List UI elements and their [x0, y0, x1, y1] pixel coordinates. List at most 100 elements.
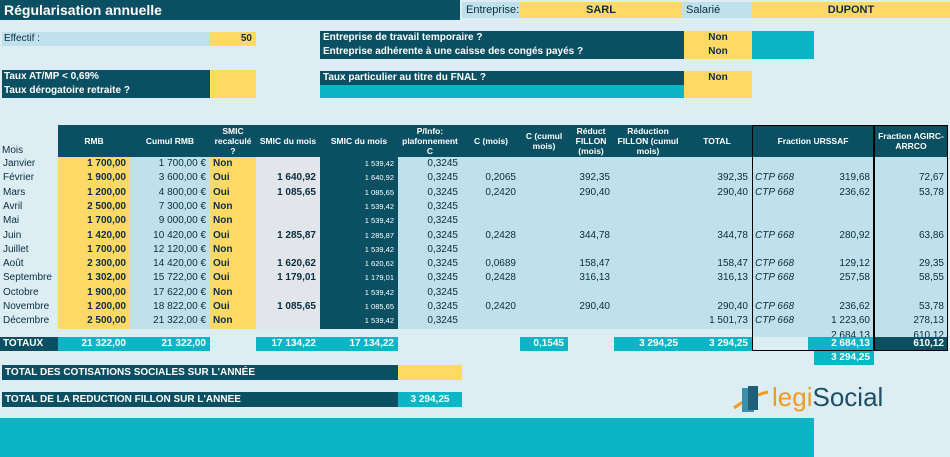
cell-rmb[interactable]: 2 500,00 [87, 315, 126, 327]
totaux-agirc: 610,12 [874, 337, 948, 351]
cell-cumul: 18 822,00 € [153, 301, 206, 312]
cell-recalc[interactable]: Oui [213, 229, 230, 241]
cell-rmb[interactable]: 1 900,00 [87, 286, 126, 298]
entreprise-field[interactable]: SARL [520, 2, 682, 18]
cell-recalc[interactable]: Oui [213, 272, 230, 284]
cell-mois: Janvier [3, 158, 36, 169]
cell-mois: Juillet [3, 243, 29, 255]
cell-p: 0,3245 [427, 272, 458, 284]
cell-c: 0,2420 [485, 186, 516, 198]
column-cumul-bg [130, 157, 210, 329]
cell-recalc[interactable]: Oui [213, 258, 230, 270]
cell-ctp: CTP 668 [755, 172, 795, 184]
column-p-bg [398, 157, 462, 329]
cell-smic: 1 539,42 [364, 244, 394, 254]
cell-agirc: 29,35 [918, 258, 944, 270]
logo-text-social: Social [812, 382, 884, 412]
cell-c [462, 286, 520, 300]
cell-rmb[interactable]: 1 420,00 [87, 229, 126, 241]
cell-c: 0,2420 [485, 301, 516, 312]
totaux-urssaf: 2 684,13 [808, 337, 874, 351]
cell-total [682, 214, 752, 228]
cell-recalc[interactable]: Non [213, 286, 233, 298]
column-mois-bg [0, 157, 58, 329]
cell-smic_y: 1 179,01 [277, 272, 316, 284]
cell-cumul: 7 300,00 € [158, 200, 206, 212]
cell-p: 0,3245 [427, 215, 458, 227]
cell-smic: 1 539,42 [364, 316, 394, 326]
totaux-total: 3 294,25 [682, 337, 752, 351]
cell-recalc[interactable]: Oui [213, 172, 230, 184]
totaux-smic: 17 134,22 [320, 337, 398, 351]
cell-total: 1 501,73 [709, 315, 748, 327]
cell-smic_y [256, 157, 320, 171]
header-smic_y: SMIC du mois [256, 125, 320, 157]
header-urssaf: Fraction URSSAF [752, 125, 874, 157]
column-rc-bg [614, 157, 682, 329]
cell-c: 0,0689 [485, 258, 516, 270]
column-c-bg [462, 157, 520, 329]
cell-rmb[interactable]: 1 700,00 [87, 215, 126, 227]
cell-rmb[interactable]: 1 700,00 [87, 158, 126, 169]
cell-total: 344,78 [717, 229, 748, 241]
cell-cumul: 10 420,00 € [153, 229, 206, 241]
cell-smic: 1 539,42 [364, 201, 394, 211]
total-reduction-label: TOTAL DE LA REDUCTION FILLON SUR L'ANNEE [2, 392, 398, 407]
total-reduction-value: 3 294,25 [398, 392, 462, 407]
column-smic_y-bg [256, 157, 320, 329]
column-rmb-bg [58, 157, 130, 329]
total-cotisations-field[interactable] [398, 365, 462, 380]
cell-rmb[interactable]: 2 500,00 [87, 200, 126, 212]
travail-temporaire-field[interactable]: Non [684, 31, 752, 45]
cell-rf [568, 200, 614, 214]
totaux-urssaf-sum: 3 294,25 [814, 351, 874, 365]
logo-icon [733, 386, 769, 412]
header-c: C (mois) [462, 125, 520, 157]
cell-smic: 1 085,65 [364, 187, 394, 197]
cell-urssaf: 280,92 [839, 229, 870, 241]
cell-recalc[interactable]: Non [213, 200, 233, 212]
column-rf-bg [568, 157, 614, 329]
totaux-cumul: 21 322,00 [130, 337, 210, 351]
cell-cumul: 14 420,00 € [153, 258, 206, 270]
cell-total [682, 200, 752, 214]
fnal-field[interactable]: Non [684, 71, 752, 98]
cell-smic_y: 1 640,92 [277, 172, 316, 184]
cell-recalc[interactable]: Non [213, 315, 233, 327]
cell-rmb[interactable]: 1 700,00 [87, 243, 126, 255]
cell-rmb[interactable]: 2 300,00 [87, 258, 126, 270]
header-rc: Réduction FILLON (cumul mois) [614, 125, 682, 157]
cell-p: 0,3245 [427, 243, 458, 255]
cell-recalc[interactable]: Oui [213, 186, 230, 198]
travail-temporaire-label: Entreprise de travail temporaire ? [320, 31, 684, 45]
cell-urssaf: 236,62 [839, 301, 870, 312]
taux-box: Taux AT/MP < 0,69% Taux dérogatoire retr… [2, 70, 210, 98]
cell-cumul: 4 800,00 € [158, 186, 206, 198]
column-cc-bg [520, 157, 568, 329]
conges-payes-field[interactable]: Non [684, 45, 752, 59]
cell-recalc[interactable]: Oui [213, 301, 230, 312]
totaux-smic_y: 17 134,22 [256, 337, 320, 351]
cell-rmb[interactable]: 1 200,00 [87, 186, 126, 198]
cell-mois: Mai [3, 215, 20, 227]
cell-rmb[interactable]: 1 302,00 [87, 272, 126, 284]
header-cc: C (cumul mois) [520, 125, 568, 157]
cell-rmb[interactable]: 1 200,00 [87, 301, 126, 312]
taux-field[interactable] [210, 70, 256, 98]
cell-recalc[interactable]: Non [213, 158, 233, 169]
fnal-label: Taux particulier au titre du FNAL ? [320, 71, 684, 85]
salarie-label: Salarié [682, 2, 752, 18]
effectif-field[interactable]: 50 [210, 32, 256, 46]
salarie-field[interactable]: DUPONT [752, 2, 950, 18]
cell-ctp: CTP 668 [755, 301, 795, 312]
cell-c: 0,2428 [485, 272, 516, 284]
questions-side-cell [752, 31, 814, 59]
cell-rf [568, 157, 614, 171]
cell-cumul: 17 622,00 € [153, 286, 206, 298]
cell-recalc[interactable]: Non [213, 243, 233, 255]
cell-recalc[interactable]: Non [213, 215, 233, 227]
cell-smic_y: 1 285,87 [277, 229, 316, 241]
cell-rmb[interactable]: 1 900,00 [87, 172, 126, 184]
cell-c [462, 314, 520, 328]
cell-mois: Juin [3, 229, 22, 241]
